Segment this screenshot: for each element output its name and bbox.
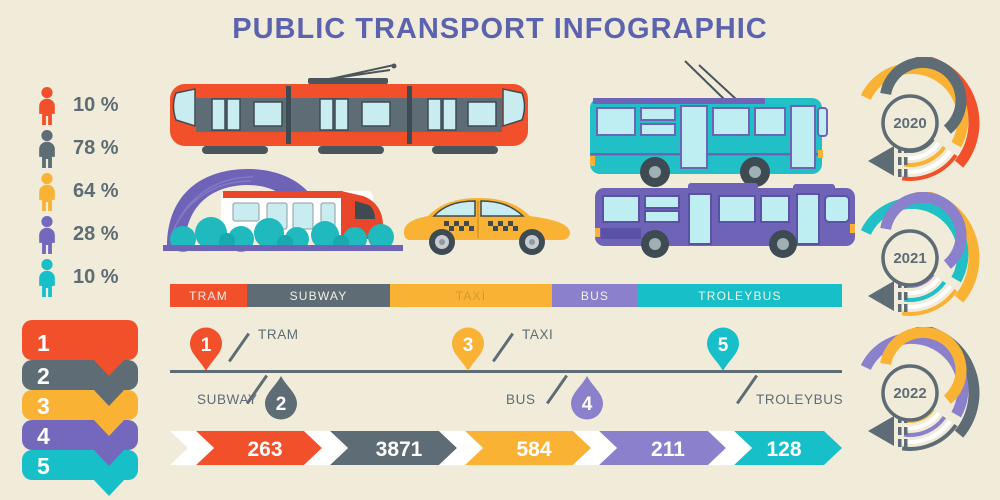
- timeline-label-subway: SUBWAY: [197, 392, 258, 407]
- stat-row-trolleybus: 10 %: [33, 256, 119, 299]
- ranking-banner-list: 5 4 3 2 1: [22, 320, 138, 496]
- callout-slash: [492, 332, 514, 363]
- person-icon: [39, 215, 55, 254]
- flow-value-trolleybus: 128: [766, 438, 801, 461]
- svg-text:2: 2: [276, 394, 287, 415]
- stat-value: 78 %: [73, 137, 119, 159]
- map-pin-1-tram-icon: 1: [190, 327, 222, 371]
- svg-text:3: 3: [463, 335, 474, 356]
- stat-row-taxi: 64 %: [33, 170, 119, 213]
- timeline-label-trolleybus: TROLEYBUS: [756, 392, 844, 407]
- count-arrow-strip: 263 3871 584 211 128: [170, 431, 842, 465]
- flow-value-subway: 3871: [376, 438, 423, 461]
- stat-row-tram: 10 %: [33, 84, 119, 127]
- person-icon: [39, 258, 55, 297]
- flow-value-bus: 211: [651, 438, 685, 461]
- year-label: 2020: [893, 115, 926, 132]
- legend-segment-bus: BUS: [552, 284, 638, 307]
- person-icon: [39, 86, 55, 125]
- legend-segment-taxi: TAXI: [390, 284, 552, 307]
- map-pin-3-taxi-icon: 3: [452, 327, 484, 371]
- map-pin-5-trolleybus-icon: 5: [707, 327, 739, 371]
- person-icon: [39, 129, 55, 168]
- flow-arrow-tram: [196, 431, 322, 465]
- flow-value-taxi: 584: [516, 438, 551, 461]
- svg-text:4: 4: [582, 394, 593, 415]
- stat-value: 10 %: [73, 266, 119, 288]
- map-pin-4-bus-icon: 4: [571, 376, 603, 420]
- arrow-left-icon: [868, 416, 894, 446]
- arrow-left-icon: [868, 281, 894, 311]
- svg-text:1: 1: [201, 335, 212, 356]
- transport-legend-bar: TRAM SUBWAY TAXI BUS TROLEYBUS: [170, 284, 842, 307]
- bus-icon: [595, 183, 855, 258]
- arrow-left-icon: [868, 146, 894, 176]
- flow-arrow-taxi: [465, 431, 591, 465]
- year-label: 2022: [893, 385, 926, 402]
- tram-icon: [170, 63, 528, 154]
- svg-text:5: 5: [718, 335, 729, 356]
- stat-row-subway: 78 %: [33, 127, 119, 170]
- year-chart-2022: 2022: [860, 327, 980, 451]
- callout-slash: [228, 332, 250, 363]
- flow-arrow-subway: [330, 431, 457, 465]
- flow-arrow-trolleybus: [734, 431, 842, 465]
- ranking-banner-5: 5: [22, 450, 138, 496]
- legend-segment-subway: SUBWAY: [247, 284, 390, 307]
- timeline-axis: [170, 370, 842, 373]
- taxi-icon: [404, 198, 570, 255]
- timeline-label-taxi: TAXI: [522, 327, 554, 342]
- stat-value: 10 %: [73, 94, 119, 116]
- person-icon: [39, 172, 55, 211]
- passenger-share-stats: 10 % 78 % 64 % 28 %: [33, 84, 119, 299]
- svg-text:4: 4: [37, 423, 50, 449]
- legend-segment-tram: TRAM: [170, 284, 247, 307]
- callout-slash: [736, 374, 758, 405]
- page-title: PUBLIC TRANSPORT INFOGRAPHIC: [232, 13, 768, 45]
- map-pin-2-subway-icon: 2: [265, 376, 297, 420]
- svg-text:1: 1: [37, 330, 50, 356]
- stat-value: 28 %: [73, 223, 119, 245]
- year-chart-2020: 2020: [860, 57, 980, 181]
- subway-icon: [163, 169, 403, 252]
- trolleybus-icon: [590, 60, 828, 187]
- stat-row-bus: 28 %: [33, 213, 119, 256]
- ranking-banner-1: 1: [22, 320, 138, 376]
- svg-text:3: 3: [37, 393, 50, 419]
- flow-chevron-separators: [170, 431, 752, 465]
- stat-value: 64 %: [73, 180, 119, 202]
- flow-arrow-bus: [599, 431, 726, 465]
- timeline-label-tram: TRAM: [258, 327, 299, 342]
- legend-segment-trolleybus: TROLEYBUS: [638, 284, 842, 307]
- timeline-label-bus: BUS: [506, 392, 536, 407]
- callout-slash: [546, 374, 568, 405]
- year-chart-2021: 2021: [860, 192, 980, 316]
- svg-text:2: 2: [37, 363, 50, 389]
- year-label: 2021: [893, 250, 926, 267]
- flow-value-tram: 263: [247, 438, 282, 461]
- svg-text:5: 5: [37, 453, 50, 479]
